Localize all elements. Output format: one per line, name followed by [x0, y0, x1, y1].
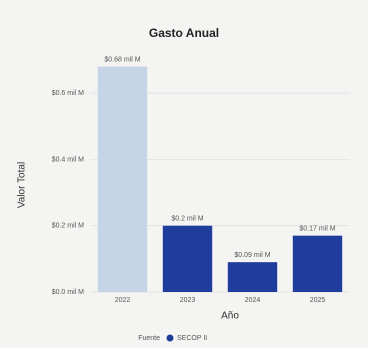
- value-label: $0.2 mil M: [171, 216, 203, 223]
- chart-title: Gasto Anual: [149, 26, 219, 40]
- bar: [227, 262, 278, 292]
- bar: [292, 235, 343, 292]
- y-tick-label: $0.6 mil M: [52, 90, 84, 97]
- value-label: $0.09 mil M: [234, 252, 270, 259]
- x-axis-title: Año: [221, 311, 239, 322]
- legend-label: SECOP II: [177, 335, 207, 342]
- y-tick-label: $0.0 mil M: [52, 289, 84, 296]
- x-tick-label: 2025: [310, 297, 326, 304]
- value-label: $0.17 mil M: [299, 226, 335, 233]
- x-tick-label: 2022: [115, 297, 131, 304]
- legend-marker: [166, 334, 174, 342]
- bar: [162, 225, 213, 292]
- y-tick-label: $0.2 mil M: [52, 223, 84, 230]
- y-axis-title: Valor Total: [17, 162, 28, 208]
- x-tick-label: 2024: [245, 297, 261, 304]
- y-tick-label: $0.4 mil M: [52, 156, 84, 163]
- x-tick-label: 2023: [180, 297, 196, 304]
- bar: [97, 66, 148, 292]
- value-label: $0.68 mil M: [104, 56, 140, 63]
- legend-title: Fuente: [138, 335, 160, 342]
